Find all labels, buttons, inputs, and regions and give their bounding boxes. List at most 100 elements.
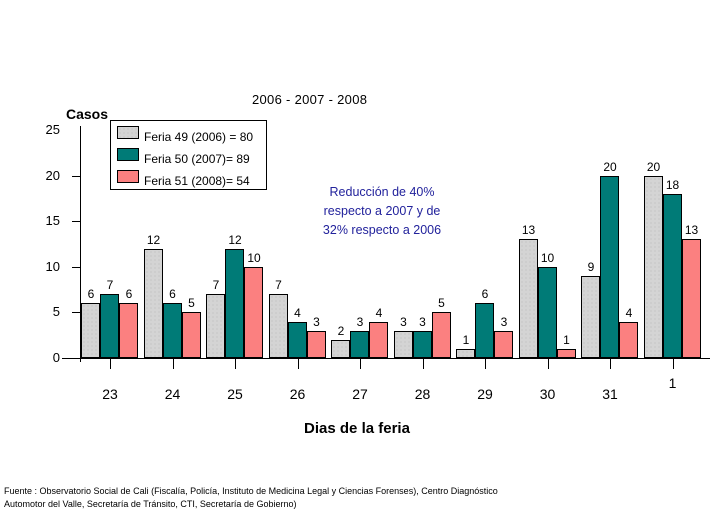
footer-line-2: Automotor del Valle, Secretaría de Tráns…	[4, 499, 297, 509]
x-tick-29	[485, 359, 486, 369]
bar-26-series-1[interactable]	[287, 321, 307, 358]
bar-value-29-series-1: 6	[481, 287, 489, 302]
x-tick-24	[172, 359, 174, 369]
bar-24-series-2[interactable]	[181, 312, 201, 358]
x-label-29: 29	[477, 386, 493, 402]
bar-value-1-series-2: 13	[684, 223, 699, 238]
bar-value-1-series-0: 20	[646, 159, 661, 174]
legend-swatch-icon-0	[117, 126, 139, 139]
x-tick-25	[235, 359, 236, 369]
bar-1-series-1[interactable]	[662, 193, 682, 358]
x-label-24: 24	[164, 386, 181, 402]
bar-value-24-series-2: 5	[188, 296, 195, 311]
bar-26-series-0[interactable]	[268, 294, 288, 358]
legend: Feria 49 (2006) = 80 Feria 50 (2007)= 89…	[110, 120, 267, 190]
bar-25-series-0[interactable]	[206, 294, 225, 358]
bar-value-31-series-0: 9	[587, 259, 595, 274]
x-tick-26	[297, 359, 299, 369]
bar-29-series-1[interactable]	[475, 303, 494, 358]
x-label-31: 31	[602, 386, 618, 402]
x-tick-28	[422, 359, 424, 369]
bar-value-25-series-0: 7	[212, 278, 220, 293]
bar-29-series-0[interactable]	[456, 348, 475, 358]
bar-value-25-series-1: 12	[228, 232, 242, 247]
bar-27-series-2[interactable]	[369, 321, 388, 358]
bar-28-series-1[interactable]	[412, 330, 432, 358]
bar-value-23-series-1: 7	[106, 278, 114, 293]
bar-value-30-series-0: 13	[521, 223, 536, 238]
bar-30-series-0[interactable]	[518, 239, 538, 358]
bar-value-27-series-2: 4	[375, 305, 383, 320]
x-label-30: 30	[539, 386, 556, 402]
bar-28-series-0[interactable]	[393, 330, 413, 358]
bar-value-29-series-0: 1	[462, 332, 470, 347]
y-tick-label-10: 10	[45, 258, 60, 274]
legend-label-1: Feria 50 (2007)= 89	[144, 152, 250, 166]
plot-area	[80, 130, 701, 358]
x-label-1: 1	[668, 375, 677, 391]
x-tick-1	[672, 359, 674, 369]
y-tick-label-25: 25	[45, 122, 60, 137]
bar-value-31-series-2: 4	[625, 305, 633, 320]
bar-1-series-2[interactable]	[681, 239, 701, 358]
bar-value-28-series-1: 3	[419, 314, 426, 329]
bar-25-series-1[interactable]	[225, 248, 244, 358]
annotation-text: Reducción de 40% respecto a 2007 y de 32…	[297, 183, 467, 240]
annotation-line-3: 32% respecto a 2006	[322, 223, 442, 237]
bar-value-28-series-2: 5	[438, 296, 445, 311]
x-label-26: 26	[289, 386, 306, 402]
bar-value-27-series-1: 3	[356, 314, 364, 329]
y-tick-label-15: 15	[45, 213, 60, 229]
bar-value-27-series-0: 2	[337, 323, 345, 338]
bar-value-30-series-2: 1	[563, 332, 570, 347]
bar-value-26-series-0: 7	[275, 278, 282, 293]
x-axis-title: Dias de la feria	[304, 420, 410, 437]
x-tick-31	[610, 359, 611, 369]
x-label-23: 23	[102, 386, 118, 402]
legend-swatch-icon-2	[117, 170, 139, 183]
bar-value-31-series-1: 20	[603, 159, 617, 174]
bar-26-series-2[interactable]	[306, 330, 326, 358]
y-axis-title: Casos	[66, 106, 109, 122]
bar-25-series-2[interactable]	[244, 266, 263, 358]
bar-30-series-2[interactable]	[556, 348, 576, 358]
bar-31-series-2[interactable]	[619, 321, 638, 358]
bar-31-series-0[interactable]	[581, 275, 600, 358]
source-footer: Fuente : Observatorio Social de Cali (Fi…	[4, 485, 704, 511]
bar-23-series-0[interactable]	[81, 303, 100, 358]
y-tick-10	[72, 266, 81, 268]
bar-1-series-0[interactable]	[643, 175, 663, 358]
legend-label-0: Feria 49 (2006) = 80	[144, 130, 254, 144]
y-tick-label-0: 0	[52, 350, 60, 365]
y-tick-label-5: 5	[52, 304, 60, 320]
legend-label-2: Feria 51 (2008)= 54	[144, 174, 250, 188]
y-tick-20	[72, 175, 81, 177]
bar-30-series-1[interactable]	[537, 266, 557, 358]
x-tick-23	[110, 359, 111, 369]
bar-value-26-series-2: 3	[313, 314, 320, 329]
bar-value-1-series-1: 18	[665, 177, 680, 192]
bar-28-series-2[interactable]	[431, 312, 451, 358]
bar-31-series-1[interactable]	[600, 175, 619, 358]
bar-27-series-1[interactable]	[350, 330, 369, 358]
bar-24-series-0[interactable]	[143, 248, 163, 358]
y-tick-15	[72, 221, 81, 223]
x-label-27: 27	[352, 386, 368, 402]
bar-24-series-1[interactable]	[162, 303, 182, 358]
bar-23-series-1[interactable]	[100, 294, 119, 358]
bar-value-23-series-2: 6	[125, 287, 133, 302]
y-axis-line	[80, 126, 81, 362]
legend-swatch-icon-1	[117, 148, 139, 161]
bar-23-series-2[interactable]	[119, 303, 138, 358]
x-label-25: 25	[227, 386, 243, 402]
bar-value-28-series-0: 3	[400, 314, 407, 329]
x-axis-line	[62, 358, 710, 359]
y-tick-5	[72, 312, 81, 314]
bar-29-series-2[interactable]	[494, 330, 513, 358]
bar-27-series-0[interactable]	[331, 339, 350, 358]
footer-line-1: Fuente : Observatorio Social de Cali (Fi…	[4, 486, 498, 496]
annotation-line-2: respecto a 2007 y de	[323, 204, 441, 218]
bar-value-30-series-1: 10	[540, 250, 555, 265]
bar-value-23-series-0: 6	[87, 287, 95, 302]
